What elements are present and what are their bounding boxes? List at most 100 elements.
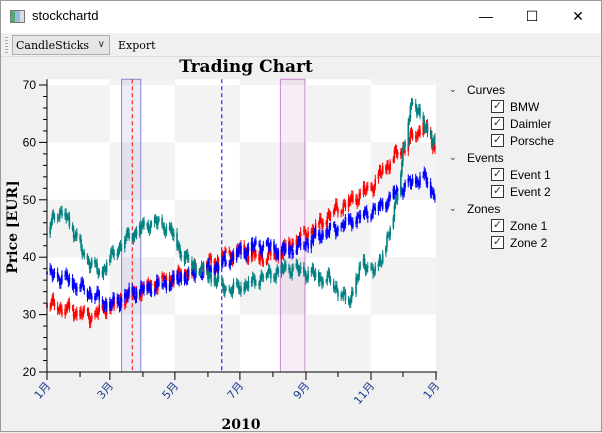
grid-cell xyxy=(239,257,306,315)
candle-body-daimler xyxy=(343,225,346,228)
candle-body-porsche xyxy=(66,215,69,220)
candle-body-bmw xyxy=(259,256,261,261)
checkbox[interactable]: ✓ xyxy=(491,100,504,113)
checkbox[interactable]: ✓ xyxy=(491,185,504,198)
candle-body-daimler xyxy=(337,227,339,232)
candle-body-daimler xyxy=(357,214,359,216)
candle-body-daimler xyxy=(356,215,358,225)
legend-item[interactable]: ✓ BMW xyxy=(491,98,539,115)
candle-body-porsche xyxy=(355,277,357,294)
candle-body-daimler xyxy=(342,222,345,228)
candle-body-porsche xyxy=(377,263,380,267)
legend-group-zones[interactable]: ⌄ Zones xyxy=(449,200,500,217)
toolbar: CandleSticks ∨ Export xyxy=(1,33,601,57)
candle-body-porsche xyxy=(170,225,173,233)
candle-body-daimler xyxy=(364,208,367,211)
maximize-button[interactable]: ☐ xyxy=(525,7,539,24)
candle-body-bmw xyxy=(49,307,51,309)
candle-body-porsche xyxy=(291,268,293,277)
candle-body-bmw xyxy=(162,275,164,277)
close-button[interactable]: ✕ xyxy=(572,7,584,24)
grid-cell xyxy=(47,85,110,143)
x-tick-label: 3月 xyxy=(95,380,117,402)
legend-item[interactable]: ✓ Event 1 xyxy=(491,166,551,183)
candle-body-porsche xyxy=(231,289,234,295)
candle-body-porsche xyxy=(388,235,390,237)
checkbox[interactable]: ✓ xyxy=(491,168,504,181)
legend-item[interactable]: ✓ Zone 1 xyxy=(491,217,547,234)
candle-body-daimler xyxy=(425,175,428,184)
candle-body-bmw xyxy=(329,213,332,218)
candle-body-porsche xyxy=(289,267,291,275)
candle-body-daimler xyxy=(146,284,148,291)
candle-body-bmw xyxy=(134,289,137,291)
legend-group-curves[interactable]: ⌄ Curves xyxy=(449,81,505,98)
candle-body-porsche xyxy=(208,276,210,280)
export-button[interactable]: Export xyxy=(118,39,156,52)
candle-body-porsche xyxy=(68,216,71,227)
candle-body-bmw xyxy=(222,252,224,258)
candle-body-bmw xyxy=(404,151,406,152)
candle-body-porsche xyxy=(103,267,106,270)
legend-item[interactable]: ✓ Zone 2 xyxy=(491,234,547,251)
candle-body-porsche xyxy=(154,217,157,221)
candle-body-bmw xyxy=(138,293,141,299)
candle-body-bmw xyxy=(389,161,391,171)
candle-body-daimler xyxy=(111,303,113,307)
candle-body-bmw xyxy=(364,190,367,193)
candle-body-daimler xyxy=(64,274,66,277)
candle-body-bmw xyxy=(104,311,107,316)
candle-body-bmw xyxy=(80,310,82,316)
candle-body-bmw xyxy=(312,228,315,233)
candle-body-porsche xyxy=(312,267,315,273)
grid-cell xyxy=(174,199,240,258)
candle-body-daimler xyxy=(229,262,232,266)
candle-body-daimler xyxy=(179,275,182,281)
candle-body-porsche xyxy=(255,283,257,285)
candle-body-porsche xyxy=(118,244,121,250)
candle-body-daimler xyxy=(147,284,150,291)
candle-body-porsche xyxy=(53,216,56,219)
candle-body-daimler xyxy=(275,248,277,256)
toolbar-grip-icon[interactable] xyxy=(5,37,8,53)
minimize-button[interactable]: — xyxy=(479,8,493,24)
candle-body-porsche xyxy=(186,252,189,259)
checkbox[interactable]: ✓ xyxy=(491,219,504,232)
candle-body-daimler xyxy=(168,284,171,290)
chevron-down-icon[interactable]: ⌄ xyxy=(449,84,457,94)
candle-body-bmw xyxy=(209,255,211,259)
candle-body-daimler xyxy=(333,224,336,229)
legend-item[interactable]: ✓ Porsche xyxy=(491,132,554,149)
candle-body-bmw xyxy=(371,187,373,189)
chevron-down-icon[interactable]: ⌄ xyxy=(449,152,457,162)
candle-body-porsche xyxy=(352,291,354,294)
candle-body-daimler xyxy=(154,284,157,292)
checkbox[interactable]: ✓ xyxy=(491,117,504,130)
legend-group-events[interactable]: ⌄ Events xyxy=(449,149,504,166)
grid-cell xyxy=(239,85,306,143)
grid-cell xyxy=(370,314,436,372)
candle-body-porsche xyxy=(202,264,205,272)
candle-body-daimler xyxy=(161,284,163,286)
checkbox[interactable]: ✓ xyxy=(491,134,504,147)
app-icon xyxy=(10,10,25,23)
candle-body-daimler xyxy=(220,264,223,266)
mode-select-value: CandleSticks xyxy=(16,39,90,52)
candle-body-porsche xyxy=(381,253,384,263)
chevron-down-icon[interactable]: ⌄ xyxy=(449,203,457,213)
candle-body-porsche xyxy=(419,108,421,117)
candle-body-daimler xyxy=(280,249,283,252)
checkbox[interactable]: ✓ xyxy=(491,236,504,249)
candle-body-bmw xyxy=(258,253,260,261)
candle-body-porsche xyxy=(336,285,338,291)
zone-zone-1 xyxy=(121,78,142,373)
trading-chart[interactable]: 20 30 40 50 60 70 1月 3月 5月 7月 9月 11月 1月 Trading Chart… xyxy=(1,57,602,433)
mode-select[interactable]: CandleSticks ∨ xyxy=(12,35,110,55)
legend-item[interactable]: ✓ Daimler xyxy=(491,115,551,132)
candle-body-porsche xyxy=(72,229,75,239)
candle-body-bmw xyxy=(58,305,61,312)
legend-item[interactable]: ✓ Event 2 xyxy=(491,183,551,200)
candle-body-porsche xyxy=(112,249,114,256)
candle-body-porsche xyxy=(89,265,92,270)
candle-body-porsche xyxy=(163,226,166,234)
